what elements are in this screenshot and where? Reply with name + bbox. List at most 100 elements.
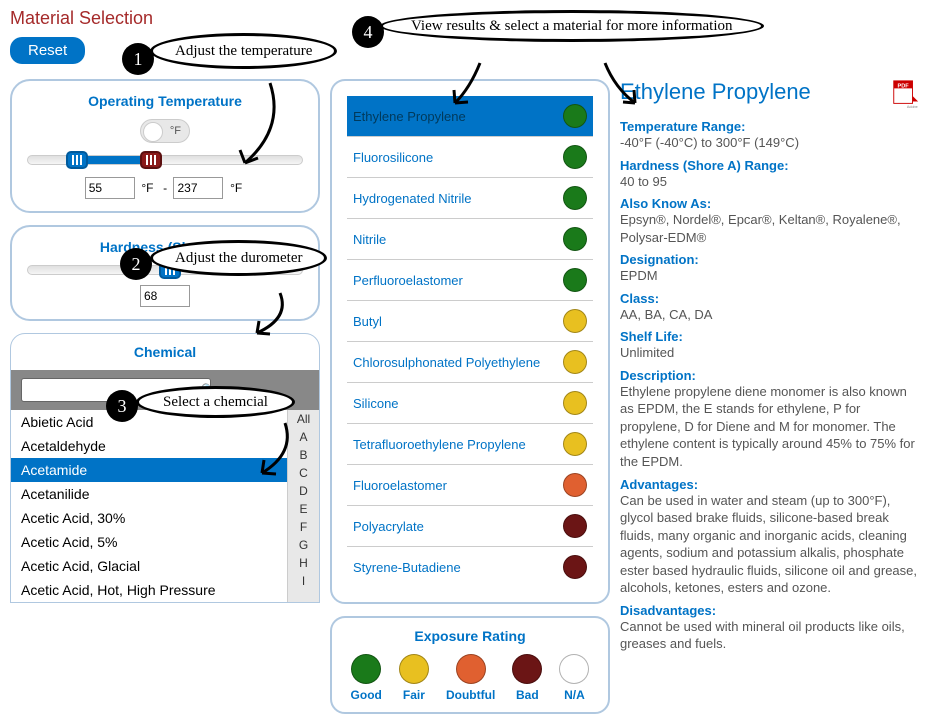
hardness-range-label: Hardness (Shore A) Range: <box>620 158 920 173</box>
callout-arrow-3 <box>250 418 300 488</box>
material-row[interactable]: Butyl <box>347 301 593 342</box>
advantages-label: Advantages: <box>620 477 920 492</box>
class-label: Class: <box>620 291 920 306</box>
temperature-min-unit: °F <box>141 181 153 195</box>
hardness-range-value: 40 to 95 <box>620 173 920 191</box>
legend-item: Good <box>351 654 382 702</box>
legend-label: Fair <box>399 688 429 702</box>
shelf-value: Unlimited <box>620 344 920 362</box>
temp-range-label: Temperature Range: <box>620 119 920 134</box>
legend-dot <box>456 654 486 684</box>
material-row[interactable]: Nitrile <box>347 219 593 260</box>
material-row[interactable]: Styrene-Butadiene <box>347 547 593 587</box>
material-name: Nitrile <box>353 232 386 247</box>
legend-item: Fair <box>399 654 429 702</box>
reset-button[interactable]: Reset <box>10 37 85 64</box>
legend-label: Good <box>351 688 382 702</box>
detail-panel: Ethylene Propylene PDF Adobe Temperature… <box>620 79 920 714</box>
alpha-item[interactable]: F <box>288 518 319 536</box>
class-value: AA, BA, CA, DA <box>620 306 920 324</box>
svg-text:PDF: PDF <box>898 83 910 89</box>
material-row[interactable]: Polyacrylate <box>347 506 593 547</box>
temperature-slider-min-handle[interactable] <box>66 151 88 169</box>
material-name: Butyl <box>353 314 382 329</box>
material-list: Ethylene PropyleneFluorosiliconeHydrogen… <box>330 79 610 604</box>
material-row[interactable]: Perfluoroelastomer <box>347 260 593 301</box>
svg-text:Adobe: Adobe <box>907 105 918 109</box>
callout-3: Select a chemcial <box>136 386 295 418</box>
chemical-item[interactable]: Acetic Acid, Glacial <box>11 554 287 578</box>
material-row[interactable]: Hydrogenated Nitrile <box>347 178 593 219</box>
chemical-item[interactable]: Acetanilide <box>11 482 287 506</box>
description-label: Description: <box>620 368 920 383</box>
temperature-dash: - <box>163 181 170 195</box>
aka-label: Also Know As: <box>620 196 920 211</box>
temperature-slider-max-handle[interactable] <box>140 151 162 169</box>
chemical-item[interactable]: Acetaldehyde <box>11 434 287 458</box>
material-name: Styrene-Butadiene <box>353 560 461 575</box>
material-row[interactable]: Fluoroelastomer <box>347 465 593 506</box>
material-name: Chlorosulphonated Polyethylene <box>353 355 540 370</box>
callout-arrow-4a <box>440 58 500 118</box>
rating-dot <box>563 186 587 210</box>
rating-dot <box>563 514 587 538</box>
rating-dot <box>563 391 587 415</box>
temperature-min-input[interactable] <box>85 177 135 199</box>
material-row[interactable]: Tetrafluoroethylene Propylene <box>347 424 593 465</box>
legend-label: Bad <box>512 688 542 702</box>
rating-dot <box>563 350 587 374</box>
temperature-max-input[interactable] <box>173 177 223 199</box>
callout-1: Adjust the temperature <box>150 33 337 69</box>
pdf-icon[interactable]: PDF Adobe <box>890 79 920 109</box>
rating-dot <box>563 432 587 456</box>
legend-item: Doubtful <box>446 654 495 702</box>
callout-num-3: 3 <box>106 390 138 422</box>
material-name: Fluorosilicone <box>353 150 433 165</box>
disadvantages-value: Cannot be used with mineral oil products… <box>620 618 920 653</box>
advantages-value: Can be used in water and steam (up to 30… <box>620 492 920 597</box>
alpha-item[interactable]: G <box>288 536 319 554</box>
legend-item: N/A <box>559 654 589 702</box>
rating-dot <box>563 268 587 292</box>
exposure-legend: Exposure Rating Good Fair Doubtful Bad N/A <box>330 616 610 714</box>
alpha-item[interactable]: H <box>288 554 319 572</box>
material-name: Silicone <box>353 396 399 411</box>
rating-dot <box>563 555 587 579</box>
alpha-item[interactable]: I <box>288 572 319 590</box>
legend-title: Exposure Rating <box>342 628 598 644</box>
callout-num-4: 4 <box>352 16 384 48</box>
chemical-list[interactable]: Abietic AcidAcetaldehydeAcetamideAcetani… <box>11 410 287 602</box>
material-name: Hydrogenated Nitrile <box>353 191 472 206</box>
material-row[interactable]: Fluorosilicone <box>347 137 593 178</box>
chemical-item[interactable]: Acetic Acid, Hot, High Pressure <box>11 578 287 602</box>
alpha-item[interactable]: E <box>288 500 319 518</box>
shelf-label: Shelf Life: <box>620 329 920 344</box>
legend-label: N/A <box>559 688 589 702</box>
callout-arrow-4b <box>590 58 650 118</box>
rating-dot <box>563 145 587 169</box>
legend-label: Doubtful <box>446 688 495 702</box>
hardness-input[interactable] <box>140 285 190 307</box>
temperature-unit-toggle[interactable]: °F <box>140 119 190 143</box>
legend-dot <box>559 654 589 684</box>
rating-dot <box>563 473 587 497</box>
chemical-item[interactable]: Acetic Acid, 5% <box>11 530 287 554</box>
callout-2: Adjust the durometer <box>150 240 327 276</box>
callout-num-2: 2 <box>120 248 152 280</box>
temperature-max-unit: °F <box>230 181 242 195</box>
legend-dot <box>351 654 381 684</box>
designation-value: EPDM <box>620 267 920 285</box>
chemical-item[interactable]: Acetic Acid, 30% <box>11 506 287 530</box>
material-row[interactable]: Silicone <box>347 383 593 424</box>
aka-value: Epsyn®, Nordel®, Epcar®, Keltan®, Royale… <box>620 211 920 246</box>
material-name: Fluoroelastomer <box>353 478 447 493</box>
material-name: Polyacrylate <box>353 519 424 534</box>
rating-dot <box>563 104 587 128</box>
material-name: Tetrafluoroethylene Propylene <box>353 437 526 452</box>
callout-4: View results & select a material for mor… <box>380 10 764 42</box>
material-row[interactable]: Chlorosulphonated Polyethylene <box>347 342 593 383</box>
rating-dot <box>563 227 587 251</box>
callout-arrow-1 <box>230 78 290 178</box>
chemical-item[interactable]: Acetamide <box>11 458 287 482</box>
disadvantages-label: Disadvantages: <box>620 603 920 618</box>
